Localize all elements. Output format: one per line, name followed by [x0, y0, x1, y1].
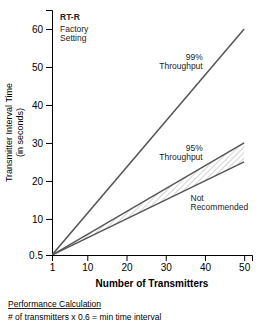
- y-tick: 10: [32, 214, 52, 225]
- x-axis-title: Number of Transmitters: [96, 278, 209, 289]
- y-tick-label: 20: [32, 176, 44, 187]
- series-labels: 99%Throughput 95%Throughput NotRecommended: [159, 52, 248, 213]
- x-tick-label: 40: [200, 262, 212, 273]
- y-axis-title: Transmitter Interval Time(in seconds): [4, 83, 25, 182]
- x-tick-mark: [127, 255, 128, 261]
- x-tick: 30: [161, 255, 173, 273]
- x-tick-label: 10: [82, 262, 94, 273]
- y-tick-label: 60: [32, 24, 44, 35]
- y-tick: 20: [32, 176, 52, 187]
- y-axis: 0.5 10 20 30 40 50 60: [29, 11, 52, 261]
- series-label: 99%Throughput: [159, 52, 203, 72]
- x-tick-mark: [205, 255, 206, 261]
- x-tick-mark: [87, 255, 88, 261]
- y-axis-line: [46, 11, 53, 256]
- series-label: 95%Throughput: [159, 143, 203, 163]
- y-tick-mark: [46, 29, 52, 30]
- y-tick-label: 50: [32, 62, 44, 73]
- x-tick-mark: [244, 255, 245, 261]
- series-line: [52, 29, 244, 255]
- series-label: NotRecommended: [191, 193, 249, 213]
- y-tick-mark: [46, 67, 52, 68]
- y-tick-mark: [46, 143, 52, 144]
- x-axis: 1 10 20 30 40 50: [50, 255, 253, 273]
- x-tick-label: 50: [239, 262, 251, 273]
- plot-area: [52, 29, 244, 255]
- y-tick: 40: [32, 100, 52, 111]
- annotation: RT-R: [60, 12, 80, 22]
- footnote: Performance Calculation: [8, 299, 101, 309]
- y-tick-label: 40: [32, 100, 44, 111]
- y-tick-label: 30: [32, 138, 44, 149]
- y-tick-mark: [46, 219, 52, 220]
- hatched-area: [52, 143, 244, 255]
- y-tick-mark: [46, 105, 52, 106]
- x-axis-line: [53, 256, 253, 262]
- footnote: # of transmitters x 0.6 = min time inter…: [8, 312, 161, 322]
- y-tick-mark: [46, 181, 52, 182]
- y-tick-mark: [46, 255, 52, 256]
- x-tick: 20: [121, 255, 133, 273]
- y-tick: 50: [32, 62, 52, 73]
- x-tick: 50: [239, 255, 251, 273]
- y-tick: 30: [32, 138, 52, 149]
- x-tick-label: 1: [50, 262, 56, 273]
- y-tick-label: 10: [32, 214, 44, 225]
- annotation: FactorySetting: [60, 24, 89, 44]
- y-tick-label: 0.5: [29, 250, 43, 261]
- x-tick: 1: [50, 255, 56, 273]
- y-tick: 60: [32, 24, 52, 35]
- x-tick: 10: [82, 255, 94, 273]
- y-tick: 0.5: [29, 250, 52, 261]
- x-tick-mark: [166, 255, 167, 261]
- series-line: [52, 143, 244, 255]
- x-tick-label: 20: [121, 262, 133, 273]
- chart: 110203040500.510203040506099%Throughput9…: [0, 0, 266, 327]
- x-tick-label: 30: [161, 262, 173, 273]
- x-tick: 40: [200, 255, 212, 273]
